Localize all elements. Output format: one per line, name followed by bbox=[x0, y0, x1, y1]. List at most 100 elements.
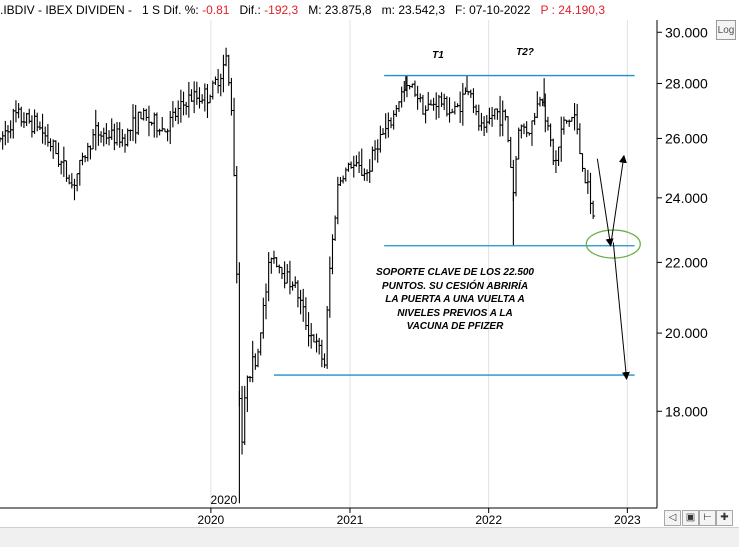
symbol-label: .IBDIV - IBEX DIVIDEN - bbox=[0, 3, 133, 17]
price-bar bbox=[519, 124, 524, 139]
price-bar bbox=[452, 101, 457, 115]
price-bar bbox=[333, 215, 338, 241]
projection-arrow bbox=[596, 158, 614, 247]
price-bar bbox=[192, 81, 197, 114]
dif-value: -192,3 bbox=[264, 3, 299, 17]
price-bar bbox=[588, 172, 593, 214]
price-bar bbox=[357, 151, 362, 174]
annotation-t2: T2? bbox=[516, 47, 534, 58]
log-scale-toggle[interactable]: Log bbox=[716, 20, 736, 40]
price-bar bbox=[285, 264, 290, 284]
price-bar bbox=[389, 117, 394, 129]
price-bar bbox=[184, 101, 189, 115]
price-bar bbox=[442, 93, 447, 111]
price-bar bbox=[0, 137, 2, 143]
price-bar bbox=[362, 168, 367, 181]
price-bar bbox=[213, 76, 218, 85]
price-bar bbox=[274, 257, 279, 268]
price-bar bbox=[341, 175, 346, 184]
price-bar bbox=[168, 110, 173, 145]
price-bar bbox=[32, 109, 37, 134]
pin-icon[interactable]: ⊢ bbox=[699, 510, 716, 526]
price-bar bbox=[72, 178, 77, 201]
bottom-scrollbar[interactable] bbox=[0, 527, 739, 547]
y-tick-label: 20.000 bbox=[665, 325, 708, 341]
chart-header: .IBDIV - IBEX DIVIDEN - 1 S Dif. %: -0.8… bbox=[0, 0, 739, 20]
price-bar bbox=[532, 112, 537, 125]
price-bar bbox=[240, 385, 245, 455]
price-bar bbox=[176, 100, 181, 125]
price-bar bbox=[226, 54, 231, 86]
price-bar bbox=[439, 92, 444, 107]
price-bar bbox=[266, 252, 271, 302]
price-bar bbox=[109, 118, 114, 140]
price-bar bbox=[61, 146, 66, 177]
price-bar bbox=[556, 146, 561, 166]
price-bar bbox=[242, 385, 247, 446]
price-bar bbox=[117, 122, 122, 148]
price-bar bbox=[386, 112, 391, 138]
crosshair-icon[interactable]: ✚ bbox=[716, 510, 733, 526]
price-bar bbox=[91, 128, 96, 150]
price-bar bbox=[93, 109, 98, 151]
price-bar bbox=[125, 128, 130, 147]
price-bar bbox=[13, 100, 18, 123]
price-bar bbox=[407, 84, 412, 90]
price-bar bbox=[311, 334, 316, 343]
price-bar bbox=[200, 94, 205, 104]
price-bar bbox=[572, 102, 577, 131]
price-bar bbox=[423, 105, 428, 124]
price-bar bbox=[351, 155, 356, 178]
price-bar bbox=[365, 169, 370, 182]
price-bar bbox=[245, 375, 250, 412]
price-bar bbox=[101, 127, 106, 147]
price-bar bbox=[378, 125, 383, 153]
price-bar bbox=[253, 353, 258, 370]
price-bar bbox=[160, 117, 165, 132]
axes: 30.000 28.000 26.000 24.000 22.000 20.000 18.0… bbox=[0, 20, 708, 527]
price-bar bbox=[335, 176, 340, 225]
date-value: 07-10-2022 bbox=[469, 3, 531, 17]
price-bar bbox=[88, 145, 93, 160]
price-bar bbox=[37, 121, 42, 130]
price-bar bbox=[591, 200, 596, 219]
price-bar bbox=[524, 121, 529, 138]
support-annotation-line: SOPORTE CLAVE DE LOS 22.500 bbox=[375, 267, 534, 278]
y-tick-label: 30.000 bbox=[665, 24, 708, 40]
max-label: M: bbox=[308, 3, 322, 17]
price-bar bbox=[51, 139, 56, 159]
y-tick-label: 22.000 bbox=[665, 254, 708, 270]
price-bar bbox=[537, 96, 542, 107]
price-bar bbox=[301, 288, 306, 322]
price-bar bbox=[498, 95, 503, 137]
price-bar bbox=[112, 123, 117, 151]
price-bar bbox=[306, 312, 311, 347]
price-bar bbox=[197, 87, 202, 109]
price-bar bbox=[561, 116, 566, 135]
price-bars bbox=[0, 47, 596, 504]
y-tick-label: 28.000 bbox=[665, 75, 708, 91]
price-bar bbox=[282, 261, 287, 289]
price-bar bbox=[85, 142, 90, 162]
price-bar bbox=[322, 353, 327, 368]
price-bar bbox=[83, 154, 88, 163]
price-bar bbox=[170, 101, 175, 128]
price-bar bbox=[271, 250, 276, 264]
price-bar bbox=[564, 119, 569, 124]
price-bar bbox=[399, 86, 404, 108]
price-bar bbox=[516, 127, 521, 160]
price-bar bbox=[474, 104, 479, 116]
price-bar bbox=[234, 166, 239, 284]
price-bar bbox=[261, 297, 266, 339]
price-bar bbox=[396, 101, 401, 112]
price-bar bbox=[359, 148, 364, 176]
price-bar bbox=[330, 234, 335, 275]
price-bar bbox=[133, 104, 138, 144]
price-bar bbox=[21, 112, 26, 128]
x-tick-label: 2022 bbox=[475, 513, 502, 527]
scroll-left-button[interactable]: ◁ bbox=[664, 510, 681, 526]
projection-arrow bbox=[610, 154, 627, 246]
max-value: 23.875,8 bbox=[324, 3, 372, 17]
save-icon[interactable]: ▣ bbox=[682, 510, 699, 526]
